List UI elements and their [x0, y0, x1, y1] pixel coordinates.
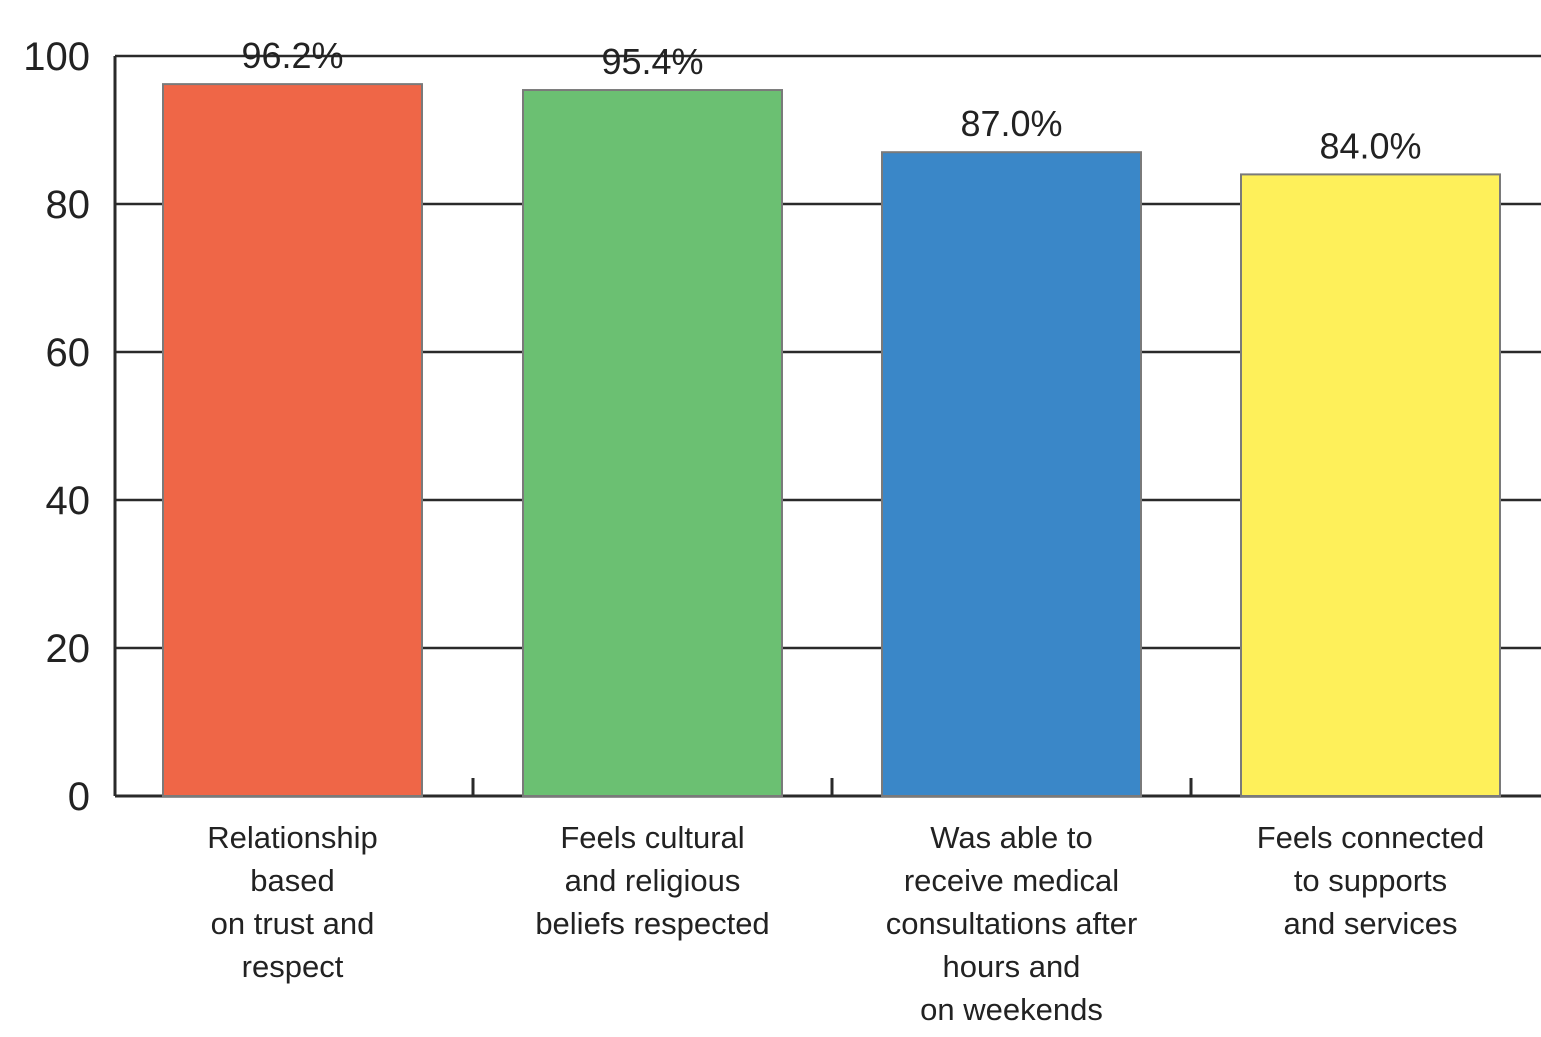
bar	[522, 89, 783, 798]
bar	[162, 83, 423, 798]
x-category-label: Was able to	[930, 820, 1093, 855]
x-category-label: Relationship	[207, 820, 378, 855]
x-category-label: hours and	[943, 949, 1081, 984]
bars	[162, 83, 1501, 798]
x-category-label: to supports	[1294, 863, 1447, 898]
bar	[1240, 173, 1501, 797]
y-tick-label: 20	[46, 627, 91, 671]
x-category-label: Feels connected	[1257, 820, 1484, 855]
x-category-label: and religious	[565, 863, 741, 898]
x-category-label: respect	[242, 949, 344, 984]
data-label: 96.2%	[241, 35, 343, 76]
y-tick-label: 0	[68, 775, 90, 819]
data-label: 84.0%	[1319, 125, 1421, 166]
x-category-label: based	[250, 863, 334, 898]
y-tick-label: 60	[46, 331, 91, 375]
labels: 0 20 40 60 80 100 96.2% Relationship based on tru…	[23, 35, 1484, 1027]
y-tick-label: 100	[23, 35, 90, 79]
x-category-label: on weekends	[920, 992, 1103, 1027]
x-category-label: Feels cultural	[560, 820, 744, 855]
x-category-label: receive medical	[904, 863, 1119, 898]
x-category-label: consultations after	[886, 906, 1138, 941]
data-label: 95.4%	[601, 41, 703, 82]
bar	[881, 151, 1142, 797]
x-category-label: on trust and	[211, 906, 375, 941]
y-tick-label: 80	[46, 183, 91, 227]
x-category-label: and services	[1283, 906, 1457, 941]
data-label: 87.0%	[960, 103, 1062, 144]
x-category-label: beliefs respected	[535, 906, 769, 941]
y-tick-label: 40	[46, 479, 91, 523]
